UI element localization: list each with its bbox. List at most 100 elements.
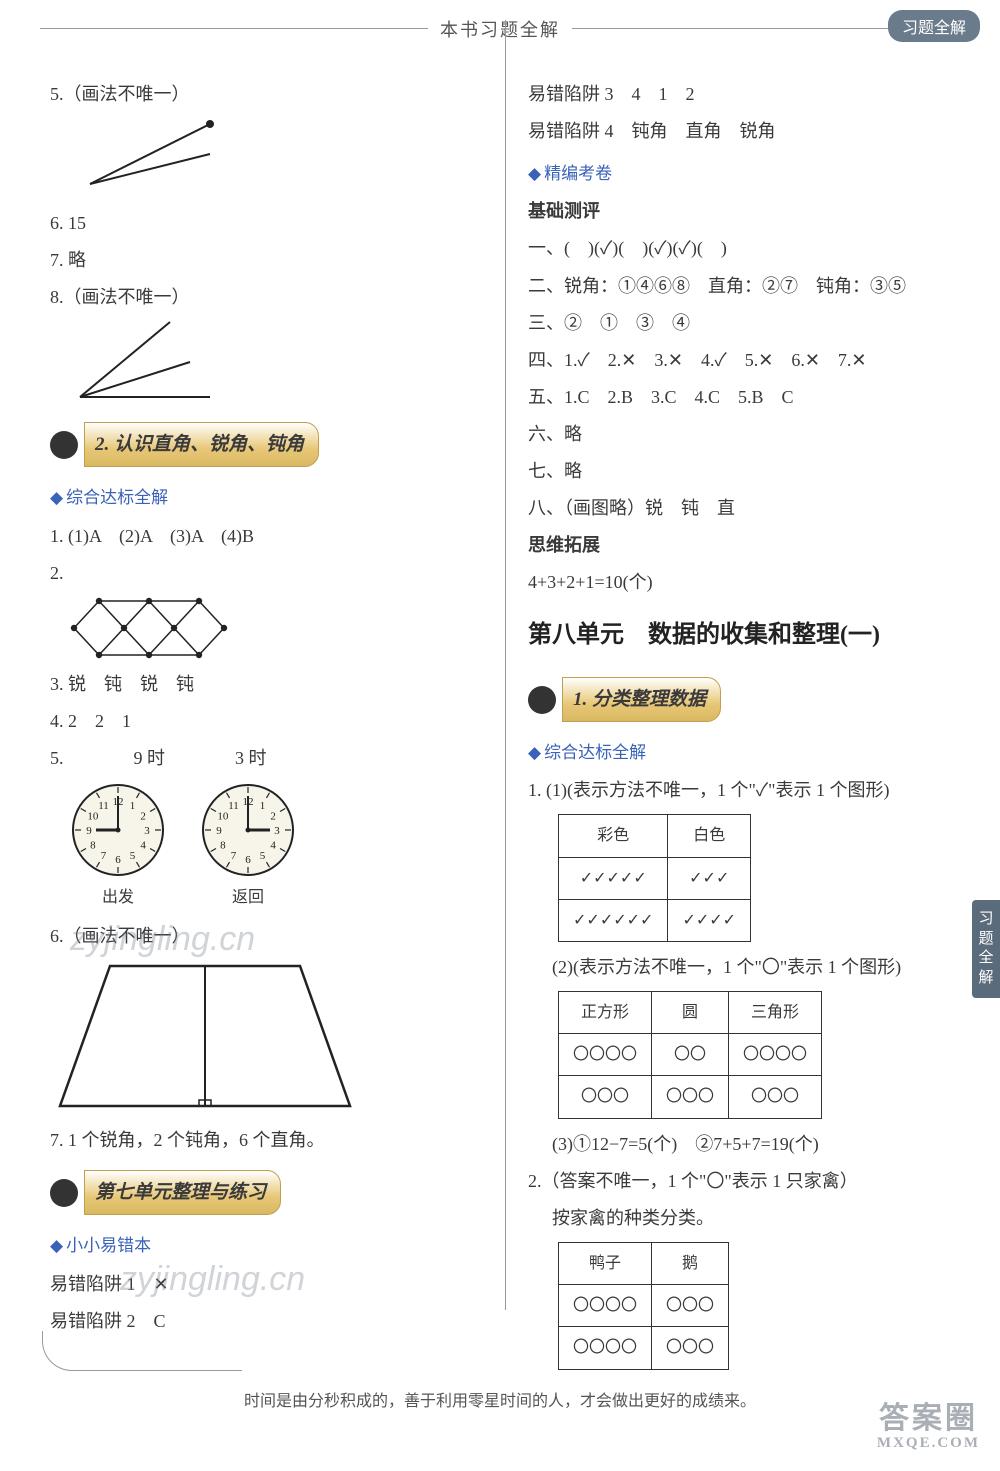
table-3: 鸭子鹅〇〇〇〇〇〇〇〇〇〇〇〇〇〇 <box>558 1242 729 1370</box>
table-cell: 〇〇 <box>652 1034 729 1076</box>
table-cell: 〇〇〇〇 <box>729 1034 822 1076</box>
section-recognize-angles: 2. 认识直角、锐角、钝角 <box>50 422 319 467</box>
section-unit7: 第七单元整理与练习 <box>50 1170 281 1215</box>
table-header-cell: 三角形 <box>729 992 822 1034</box>
stamp-t1: 答案圈 <box>879 1402 978 1435</box>
svg-text:3: 3 <box>274 825 280 837</box>
table-cell: 〇〇〇 <box>559 1076 652 1118</box>
svg-text:7: 7 <box>101 850 107 862</box>
err1: 易错陷阱 1 ✕ <box>50 1267 487 1302</box>
clock-cap-1: 出发 <box>68 882 168 913</box>
a-q1: 1. (1)A (2)A (3)A (4)B <box>50 519 487 554</box>
svg-text:7: 7 <box>231 850 237 862</box>
section-label-u7: 第七单元整理与练习 <box>84 1170 281 1215</box>
clock-return: 123456789101112 返回 <box>198 780 298 913</box>
stamp-t2: MXQE.COM <box>877 1435 980 1452</box>
svg-text:1: 1 <box>260 800 266 812</box>
svg-text:5: 5 <box>260 850 266 862</box>
clock-cap-2: 返回 <box>198 882 298 913</box>
stamp: 答案圈 MXQE.COM <box>877 1402 980 1452</box>
err4: 易错陷阱 4 钝角 直角 锐角 <box>528 114 965 149</box>
q5-time1: 9 时 <box>134 741 166 776</box>
table-cell: ✓✓✓✓✓✓ <box>559 899 668 941</box>
table-cell: 〇〇〇 <box>652 1327 729 1369</box>
t2-intro: (2)(表示方法不唯一，1 个"〇"表示 1 个图形) <box>528 950 965 985</box>
table-row: 〇〇〇〇〇〇〇〇〇〇 <box>559 1034 822 1076</box>
sw1: 4+3+2+1=10(个) <box>528 565 965 600</box>
jichu: 基础测评 <box>528 194 965 229</box>
section-81: 1. 分类整理数据 <box>528 677 721 722</box>
table-cell: 〇〇〇〇 <box>559 1034 652 1076</box>
svg-text:10: 10 <box>217 811 229 823</box>
table-header-cell: 彩色 <box>559 815 668 857</box>
swtz: 思维拓展 <box>528 528 965 563</box>
svg-text:2: 2 <box>140 811 146 823</box>
svg-text:10: 10 <box>87 811 99 823</box>
table-header-cell: 圆 <box>652 992 729 1034</box>
a-q5: 5. 9 时 3 时 <box>50 741 487 776</box>
q5-left: 5.（画法不唯一） <box>50 77 487 112</box>
table-cell: ✓✓✓ <box>668 857 751 899</box>
q2-intro: 2.（答案不唯一，1 个"〇"表示 1 只家禽） <box>528 1164 965 1199</box>
r6: 六、略 <box>528 417 965 452</box>
trapezoid-figure <box>50 956 370 1121</box>
r2: 二、锐角：①④⑥⑧ 直角：②⑦ 钝角：③⑤ <box>528 269 965 304</box>
table-cell: 〇〇〇 <box>652 1076 729 1118</box>
t3-line: (3)①12−7=5(个) ②7+5+7=19(个) <box>528 1127 965 1162</box>
t1-intro: 1. (1)(表示方法不唯一，1 个"✓"表示 1 个图形) <box>528 773 965 808</box>
sub-xx: 小小易错本 <box>50 1229 487 1262</box>
q2-sub: 按家禽的种类分类。 <box>528 1201 965 1236</box>
err3: 易错陷阱 3 4 1 2 <box>528 77 965 112</box>
table-2: 正方形圆三角形〇〇〇〇〇〇〇〇〇〇〇〇〇〇〇〇〇〇〇 <box>558 991 822 1119</box>
section-icon <box>528 686 556 714</box>
a-q3: 3. 锐 钝 锐 钝 <box>50 667 487 702</box>
svg-text:8: 8 <box>220 840 226 852</box>
angle-figure-2 <box>50 317 250 412</box>
network-figure <box>64 593 239 665</box>
page-body: 5.（画法不唯一） 6. 15 7. 略 8.（画法不唯一） 2. 认识直角、锐… <box>0 0 1000 1390</box>
bottom-arc <box>42 1331 242 1371</box>
table-row: 〇〇〇〇〇〇〇 <box>559 1327 729 1369</box>
clock-face-1: 123456789101112 <box>68 780 168 880</box>
svg-text:9: 9 <box>216 825 222 837</box>
table-cell: 〇〇〇 <box>652 1285 729 1327</box>
table-1: 彩色白色✓✓✓✓✓✓✓✓✓✓✓✓✓✓✓✓✓✓ <box>558 814 751 942</box>
a-q2-label: 2. <box>50 556 487 591</box>
clock-face-2: 123456789101112 <box>198 780 298 880</box>
svg-text:6: 6 <box>245 854 251 866</box>
section-icon <box>50 431 78 459</box>
r7: 七、略 <box>528 454 965 489</box>
section-icon <box>50 1179 78 1207</box>
svg-text:11: 11 <box>228 800 239 812</box>
svg-text:8: 8 <box>90 840 96 852</box>
section-81-label: 1. 分类整理数据 <box>562 677 721 722</box>
svg-text:5: 5 <box>130 850 136 862</box>
side-tab: 习题全解 <box>972 900 1000 998</box>
svg-text:6: 6 <box>115 854 121 866</box>
r3: 三、② ① ③ ④ <box>528 306 965 341</box>
clock-row: 123456789101112 出发 123456789101112 返回 <box>68 780 487 913</box>
table-row: ✓✓✓✓✓✓✓✓ <box>559 857 751 899</box>
q8-left: 8.（画法不唯一） <box>50 280 487 315</box>
table-header-cell: 正方形 <box>559 992 652 1034</box>
a-q6: 6.（画法不唯一） <box>50 919 487 954</box>
a-q4: 4. 2 2 1 <box>50 704 487 739</box>
r1: 一、( )(✓)( )(✓)(✓)( ) <box>528 231 965 266</box>
r5: 五、1.C 2.B 3.C 4.C 5.B C <box>528 380 965 415</box>
svg-text:9: 9 <box>86 825 92 837</box>
svg-text:2: 2 <box>270 811 276 823</box>
svg-text:11: 11 <box>98 800 109 812</box>
table-cell: ✓✓✓✓ <box>668 899 751 941</box>
right-column: 易错陷阱 3 4 1 2 易错陷阱 4 钝角 直角 锐角 精编考卷 基础测评 一… <box>505 20 965 1310</box>
svg-text:4: 4 <box>140 840 146 852</box>
table-cell: ✓✓✓✓✓ <box>559 857 668 899</box>
q5-num: 5. <box>50 741 64 776</box>
svg-text:3: 3 <box>144 825 150 837</box>
svg-text:4: 4 <box>270 840 276 852</box>
q7-left: 7. 略 <box>50 243 487 278</box>
a-q7: 7. 1 个锐角，2 个钝角，6 个直角。 <box>50 1123 487 1158</box>
sub-zh2: 综合达标全解 <box>528 736 965 769</box>
angle-figure-1 <box>50 114 250 204</box>
q2-num: 2. <box>50 563 64 583</box>
r4: 四、1.✓ 2.✕ 3.✕ 4.✓ 5.✕ 6.✕ 7.✕ <box>528 343 965 378</box>
